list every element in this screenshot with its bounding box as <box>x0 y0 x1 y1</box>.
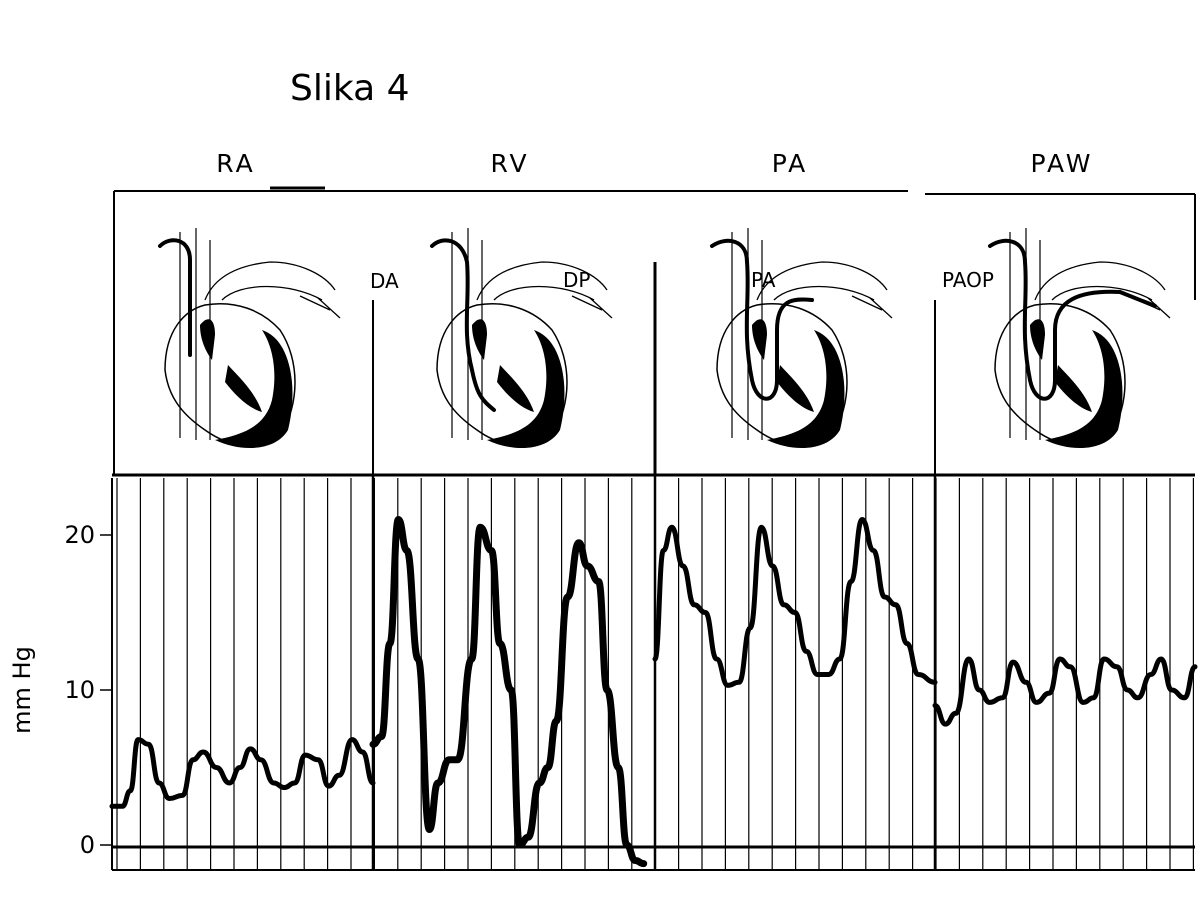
septum <box>777 365 814 412</box>
heart-illustrations <box>158 228 1171 449</box>
catheter <box>988 238 1157 401</box>
diagram-band-frame <box>112 186 1196 478</box>
heart-diagram-ra <box>158 228 341 449</box>
label-da: DA <box>370 269 399 293</box>
pressure-chart: 0 10 20 <box>64 475 1198 871</box>
pressure-trace-pa <box>652 517 938 688</box>
catheter <box>710 238 814 401</box>
atrial-wall <box>752 319 767 360</box>
heart-outline <box>164 303 296 447</box>
panel-header-rv: RV <box>490 149 529 178</box>
heart-outline <box>716 303 848 447</box>
pressure-trace-rv <box>369 516 648 868</box>
atrial-wall <box>472 319 487 360</box>
panel-header-ra: RA <box>216 149 255 178</box>
y-tick-label: 0 <box>80 831 95 859</box>
aortic-arch <box>476 261 613 319</box>
septum <box>1055 365 1092 412</box>
y-axis-label: mm Hg <box>8 646 36 734</box>
pressure-trace-ra <box>109 737 376 809</box>
septum <box>225 365 262 412</box>
y-tick-label: 20 <box>64 521 95 549</box>
figure-title: Slika 4 <box>290 68 409 109</box>
heart-outline <box>436 303 568 447</box>
y-tick-label: 10 <box>64 676 95 704</box>
heart-diagram-paw <box>988 228 1171 449</box>
chart-grid <box>111 475 1195 871</box>
septum <box>497 365 534 412</box>
panel-header-paw: PAW <box>1031 149 1094 178</box>
atrial-wall <box>200 319 215 360</box>
heart-outline <box>994 303 1126 447</box>
catheter <box>430 238 496 412</box>
panel-header-pa: PA <box>772 149 809 178</box>
left-ventricle-wall <box>215 330 293 449</box>
catheter <box>158 238 192 357</box>
label-dp: DP <box>563 268 590 292</box>
left-ventricle-wall <box>767 330 845 449</box>
pressure-traces <box>109 516 1198 868</box>
aortic-arch <box>204 261 341 319</box>
heart-diagram-pa <box>710 228 893 449</box>
atrial-wall <box>1030 319 1045 360</box>
aortic-arch <box>756 261 893 319</box>
label-paop: PAOP <box>942 268 994 292</box>
pressure-trace-paw <box>932 656 1198 727</box>
heart-diagram-rv <box>430 228 613 449</box>
y-axis: 0 10 20 <box>64 521 112 859</box>
aortic-arch <box>1034 261 1171 319</box>
left-ventricle-wall <box>487 330 565 449</box>
left-ventricle-wall <box>1045 330 1123 449</box>
